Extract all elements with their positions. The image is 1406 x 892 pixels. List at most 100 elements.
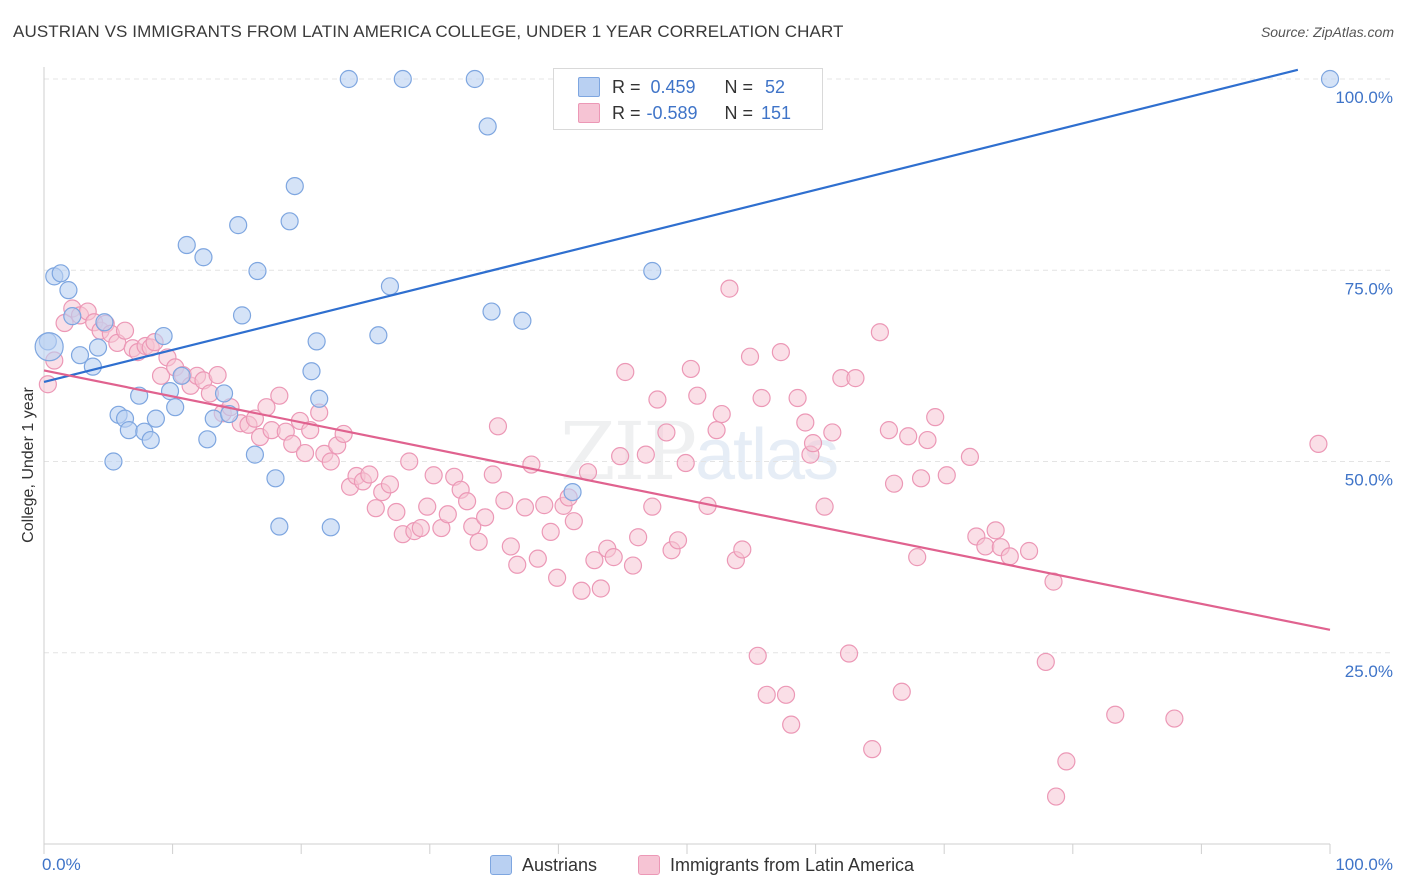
latin-america-point: [782, 715, 801, 734]
latin-america-point: [712, 404, 731, 424]
grid-lines: [44, 78, 1392, 654]
austrians-point: [172, 366, 191, 385]
latin-america-point: [823, 423, 842, 442]
latin-america-point: [757, 685, 776, 704]
latin-america-point: [1057, 752, 1076, 771]
austrians-point: [307, 332, 326, 351]
austrians-point: [339, 69, 358, 89]
latin-america-point: [1019, 541, 1039, 561]
r-value: -0.589: [646, 102, 698, 123]
latin-america-point: [796, 413, 815, 432]
latin-america-point: [604, 548, 623, 567]
latin-america-point: [668, 531, 688, 550]
latin-america-point: [870, 323, 890, 342]
austrians-point: [513, 311, 532, 330]
latin-america-point: [863, 740, 882, 759]
austrians-swatch: [578, 77, 600, 97]
latin-america-point: [387, 502, 406, 522]
latin-america-point: [918, 430, 937, 450]
tick-labels: 25.0% 50.0% 75.0% 100.0% 0.0% 100.0%: [42, 88, 1393, 874]
austrians-point: [141, 430, 160, 450]
latin-america-point: [976, 537, 995, 556]
latin-america-point: [1036, 652, 1055, 672]
austrians-point: [280, 212, 299, 231]
latin-america-point: [926, 408, 945, 427]
source-credit[interactable]: Source: ZipAtlas.com: [1260, 24, 1394, 40]
chart-title: AUSTRIAN VS IMMIGRANTS FROM LATIN AMERIC…: [13, 22, 844, 41]
austrians-point: [380, 277, 400, 296]
austrians-point: [83, 357, 102, 376]
latin-america-point: [616, 362, 635, 382]
latin-america-point: [1046, 787, 1066, 806]
latin-america-point: [475, 508, 495, 527]
latin-america-point: [321, 452, 340, 471]
y-tick-label: 75.0%: [1345, 279, 1393, 298]
latin-america-point: [681, 359, 700, 379]
latin-america-point: [937, 466, 956, 485]
y-tick-label: 25.0%: [1345, 662, 1393, 681]
latin-america-point: [1309, 434, 1328, 454]
latin-america-point: [283, 434, 302, 454]
n-label: N =: [724, 102, 754, 123]
austrians-point: [51, 264, 70, 283]
austrians-point: [321, 518, 340, 537]
austrians-point: [393, 69, 412, 89]
axes: [43, 67, 1331, 854]
latin-america-point: [839, 644, 859, 663]
latin-america-point: [457, 492, 477, 511]
latin-america-point: [648, 390, 667, 409]
latin-america-point: [380, 475, 400, 494]
latin-america-point: [788, 388, 807, 408]
austrians-point: [154, 326, 173, 346]
latin-america-point: [115, 321, 135, 340]
austrians-point: [177, 235, 196, 255]
austrians-point: [369, 326, 388, 345]
latin-america-legend-label: Immigrants from Latin America: [670, 854, 915, 875]
correlation-stats-box: R = 0.459 N = 52 R = -0.589 N = 151: [553, 68, 823, 130]
latin-america-point: [1165, 709, 1184, 728]
austrians-point: [88, 338, 108, 357]
y-tick-label: 100.0%: [1335, 88, 1393, 107]
austrians-point: [1320, 69, 1340, 89]
austrians-legend-swatch: [490, 855, 512, 875]
latin-america-point: [366, 499, 385, 518]
latin-america-point: [548, 568, 567, 587]
latin-america-point: [892, 682, 911, 701]
austrians-legend-label: Austrians: [522, 854, 598, 875]
r-label: R =: [612, 76, 641, 97]
latin-america-point: [986, 521, 1005, 540]
austrians-point: [643, 261, 662, 281]
austrians-point: [70, 346, 90, 365]
austrians-point: [95, 313, 114, 332]
n-value: 52: [765, 76, 786, 97]
latin-america-point: [752, 388, 771, 408]
y-axis-title: College, Under 1 year: [20, 387, 37, 543]
legend-item-austrians[interactable]: Austrians: [490, 851, 597, 879]
series-latin-america: [38, 279, 1328, 806]
n-value: 151: [761, 102, 792, 123]
austrians-point: [214, 384, 234, 403]
latin-america-point: [748, 646, 767, 665]
austrians-point: [63, 307, 82, 326]
austrians-point: [204, 409, 223, 428]
r-label: R =: [612, 102, 641, 123]
latin-america-point: [411, 518, 430, 538]
latin-america-point: [208, 365, 227, 385]
latin-america-point: [508, 555, 527, 574]
latin-america-point: [438, 505, 457, 524]
x-tick-label-max: 100.0%: [1335, 855, 1393, 874]
latin-america-point: [1000, 547, 1019, 566]
austrians-point: [270, 517, 289, 536]
austrians-trend-line: [43, 68, 1299, 384]
latin-america-point: [501, 537, 520, 556]
series-austrians: [34, 69, 1340, 537]
latin-america-point: [771, 343, 790, 362]
legend-item-latin-america[interactable]: Immigrants from Latin America: [638, 851, 914, 879]
latin-america-point: [495, 491, 514, 510]
latin-america-point: [908, 548, 927, 567]
latin-america-point: [151, 366, 171, 385]
austrians-point: [229, 216, 248, 235]
austrians-point: [478, 117, 497, 136]
latin-america-point: [483, 465, 502, 484]
